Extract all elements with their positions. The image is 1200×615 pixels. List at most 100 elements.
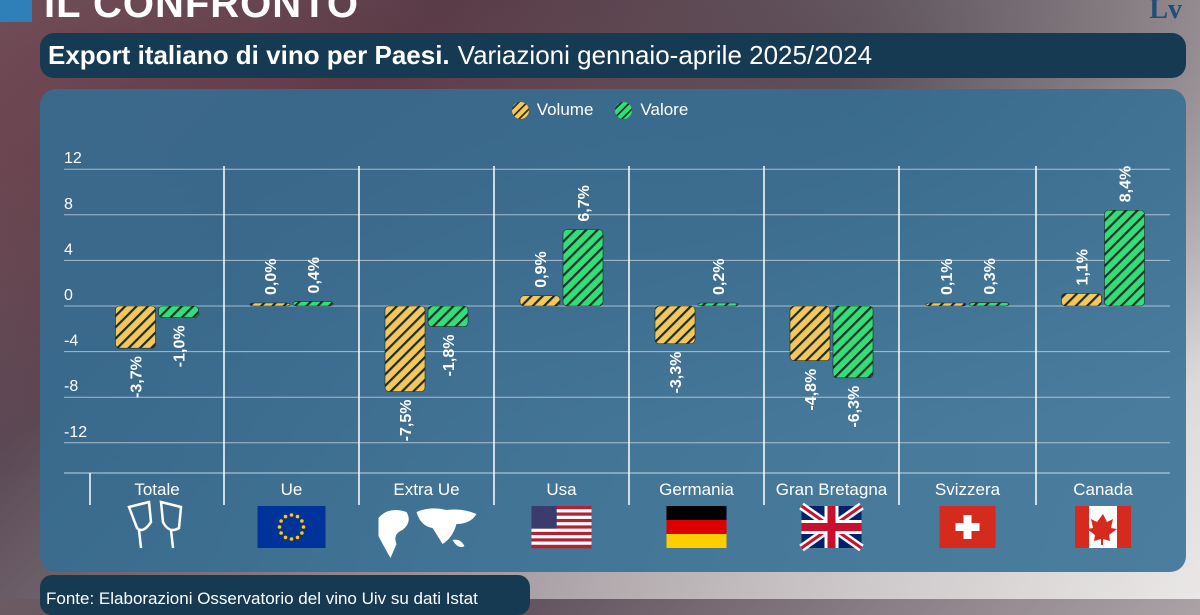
germany-flag-icon xyxy=(666,506,727,548)
flag-star xyxy=(289,537,294,541)
bar-valore xyxy=(562,229,604,307)
bar-volume xyxy=(1061,293,1102,307)
data-label: 8,4% xyxy=(1118,166,1135,202)
wine-glasses-icon xyxy=(127,500,183,549)
source-note: Fonte: Elaborazioni Osservatorio del vin… xyxy=(40,575,530,615)
flag-stripe xyxy=(531,525,592,529)
world-shape xyxy=(378,508,477,558)
bar-volume xyxy=(249,302,291,307)
category-label: Usa xyxy=(546,480,577,499)
flag-stripe xyxy=(531,541,592,546)
corner-accent xyxy=(0,0,32,22)
flag-star xyxy=(283,514,288,519)
flag-stripe xyxy=(531,515,592,520)
data-label: 0,9% xyxy=(533,251,550,287)
flag-star xyxy=(289,513,294,517)
bar-valore xyxy=(697,302,739,307)
y-tick-label: -12 xyxy=(64,424,87,441)
bar-volume xyxy=(519,295,561,307)
maple-leaf xyxy=(1087,514,1117,545)
bar-volume xyxy=(654,305,696,344)
glass-left xyxy=(127,500,153,532)
glass-stem xyxy=(169,529,175,549)
flag-stripe xyxy=(531,509,592,513)
chart-title-rest: Variazioni gennaio-aprile 2025/2024 xyxy=(457,40,873,70)
flag-stripe xyxy=(531,506,592,510)
category-label: Totale xyxy=(134,480,179,499)
switzerland-flag-icon xyxy=(939,506,996,548)
flag-band xyxy=(1117,506,1131,548)
eu-flag-icon xyxy=(257,506,326,548)
data-label: -3,7% xyxy=(129,356,146,398)
data-label: -7,5% xyxy=(398,400,415,442)
flag-band xyxy=(666,520,727,534)
flag-star xyxy=(277,525,282,529)
data-label: -1,8% xyxy=(441,335,458,377)
data-label: -6,3% xyxy=(846,386,863,428)
data-label: 0,4% xyxy=(306,257,323,293)
data-label: -3,3% xyxy=(668,352,685,394)
data-label: -1,0% xyxy=(172,325,189,367)
bar-volume xyxy=(925,302,967,307)
bar-valore xyxy=(427,305,469,327)
flag-band xyxy=(666,534,727,548)
uk-flag-icon xyxy=(799,502,864,552)
flag-canton xyxy=(531,506,557,529)
bar-valore xyxy=(292,301,334,307)
flag-stripe xyxy=(531,512,592,516)
y-tick-label: -8 xyxy=(64,378,78,395)
flag-cross-red xyxy=(827,506,836,548)
y-tick-label: 0 xyxy=(64,287,73,304)
flag-star xyxy=(279,531,283,535)
data-label: -4,8% xyxy=(803,369,820,411)
bar-valore xyxy=(158,305,199,318)
category-label: Canada xyxy=(1073,480,1133,499)
data-label: 0,2% xyxy=(711,259,728,295)
category-label: Extra Ue xyxy=(393,480,459,499)
category-label: Svizzera xyxy=(935,480,1001,499)
legend-swatch-volume xyxy=(511,101,529,119)
bar-volume xyxy=(384,305,426,392)
flag-stripe xyxy=(531,538,592,542)
bar-volume xyxy=(789,305,831,362)
usa-flag-icon xyxy=(531,506,592,549)
flag-field xyxy=(257,506,326,548)
legend-label-valore: Valore xyxy=(640,100,689,119)
glass-stem xyxy=(137,529,143,549)
flag-stripe xyxy=(531,544,592,549)
category-label: Ue xyxy=(281,480,303,499)
flag-star xyxy=(283,535,288,540)
flag-star xyxy=(300,519,304,523)
bar-chart: 12 8 4 0 -4 -8 -12 Totale -3,7% -1,0% Ue 0,0% 0,4% Ex… xyxy=(64,150,1145,558)
data-label: 0,1% xyxy=(939,259,956,295)
bar-volume xyxy=(115,305,156,349)
flag-star xyxy=(301,525,306,529)
flag-star xyxy=(300,531,304,535)
flag-stripe xyxy=(531,528,592,533)
chart-title-bold: Export italiano di vino per Paesi. xyxy=(48,40,450,70)
glass-right xyxy=(159,500,183,532)
canada-flag-icon xyxy=(1075,506,1131,548)
y-tick-label: 8 xyxy=(64,196,73,213)
flag-star xyxy=(279,519,283,523)
flag-stripe xyxy=(531,535,592,539)
data-label: 0,3% xyxy=(982,258,999,294)
flag-band xyxy=(666,506,727,520)
y-tick-label: -4 xyxy=(64,333,78,350)
flag-cross xyxy=(963,515,972,539)
flag-star xyxy=(295,535,300,540)
bar-valore xyxy=(968,302,1010,307)
category-label: Gran Bretagna xyxy=(776,480,888,499)
brand-logo: Lv xyxy=(1149,0,1182,25)
y-tick-label: 4 xyxy=(64,241,73,258)
legend-label-volume: Volume xyxy=(536,100,594,119)
y-tick-label: 12 xyxy=(64,150,82,167)
flag-stripe xyxy=(531,531,592,536)
flag-stripe xyxy=(531,518,592,523)
bar-valore xyxy=(1104,209,1145,307)
chart-legend: Volume Valore xyxy=(0,100,1200,120)
flag-stripe xyxy=(531,522,592,526)
chart-title-bar: Export italiano di vino per Paesi. Varia… xyxy=(40,33,1186,78)
bar-valore xyxy=(832,305,874,379)
page-title: IL CONFRONTO xyxy=(44,0,359,26)
